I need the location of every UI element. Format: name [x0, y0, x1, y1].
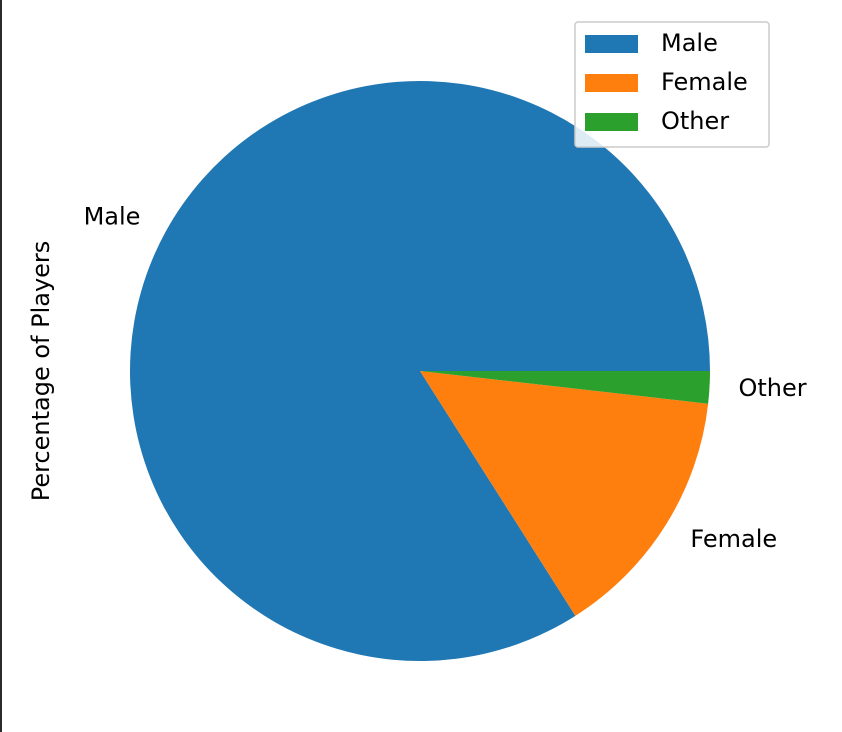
- legend: Male Female Other: [574, 21, 770, 148]
- pie-label-female: Female: [690, 525, 777, 553]
- legend-swatch-other: [585, 113, 638, 131]
- pie-slice-other: [420, 371, 710, 404]
- pie-slices: [129, 81, 710, 662]
- pie-label-male: Male: [84, 202, 141, 230]
- y-axis-label: Percentage of Players: [27, 241, 55, 502]
- legend-label-male: Male: [661, 29, 718, 57]
- pie-label-other: Other: [738, 374, 806, 402]
- legend-items: Male Female Other: [585, 29, 748, 135]
- legend-label-other: Other: [661, 107, 729, 135]
- window-edge: [0, 0, 2, 732]
- legend-swatch-female: [585, 74, 638, 92]
- pie-slice-female: [420, 371, 709, 616]
- legend-label-female: Female: [661, 68, 748, 96]
- legend-swatch-male: [585, 35, 638, 53]
- pie-slice-labels: Male Female Other: [84, 202, 807, 553]
- pie-slice-male: [129, 81, 710, 662]
